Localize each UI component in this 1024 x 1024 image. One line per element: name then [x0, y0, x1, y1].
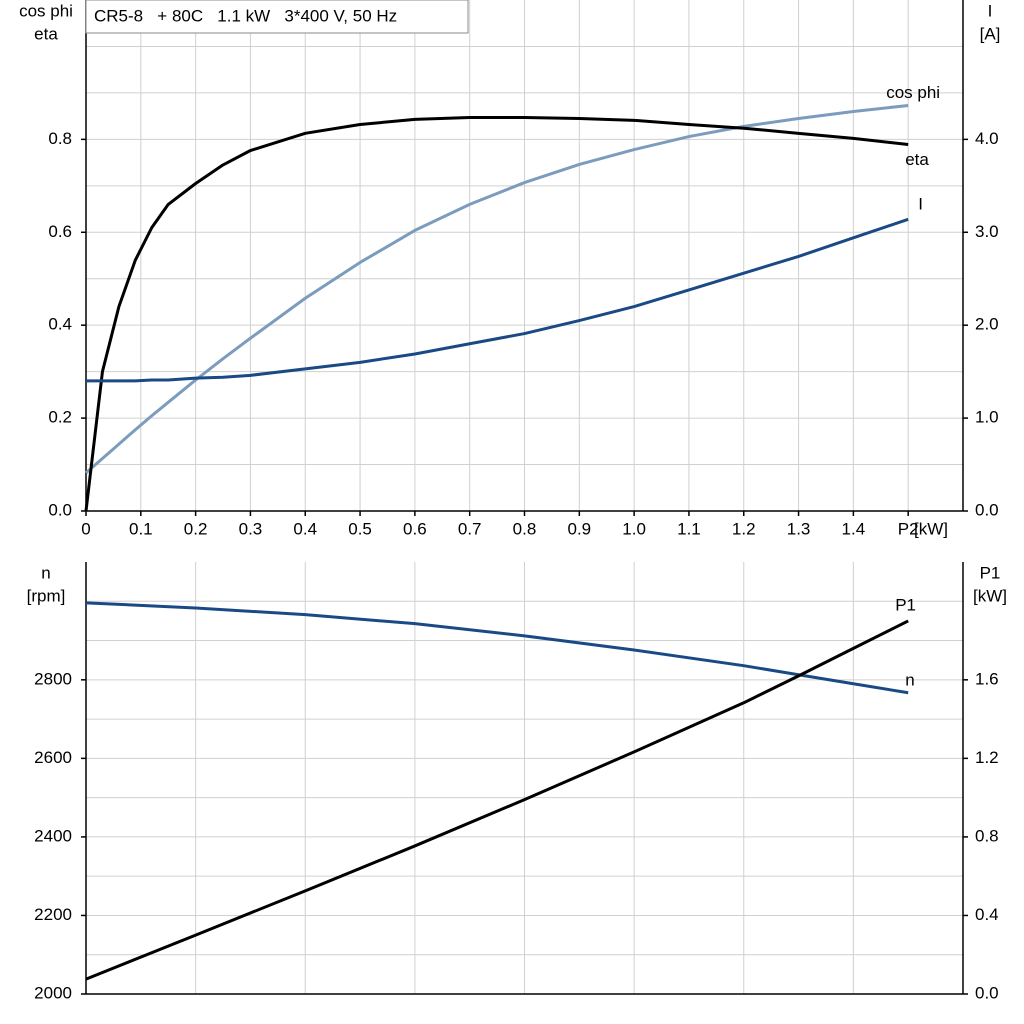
- x-tick-label: 0.2: [184, 519, 208, 538]
- x-tick-label: 0.8: [513, 519, 537, 538]
- y-tick-label: 2200: [34, 905, 72, 924]
- series-line: [84, 116, 909, 512]
- chart-title: CR5-8 + 80C 1.1 kW 3*400 V, 50 Hz: [94, 6, 397, 25]
- series-line: [85, 619, 909, 981]
- x-tick-label: 1.0: [622, 519, 646, 538]
- series-label: cos phi: [886, 83, 940, 102]
- y2-tick-label: 0.8: [975, 826, 999, 845]
- y-tick-label: 0.0: [48, 500, 72, 519]
- y-axis-label: cos phi: [19, 1, 73, 20]
- y2-axis-label: I: [988, 1, 993, 20]
- y-tick-label: 0.8: [48, 129, 72, 148]
- y2-tick-label: 1.0: [975, 408, 999, 427]
- series-label: n: [905, 670, 914, 689]
- x-tick-label: 0.4: [293, 519, 317, 538]
- y2-tick-label: 0.0: [975, 500, 999, 519]
- y-tick-label: 0.4: [48, 315, 72, 334]
- y-axis-label: n: [41, 563, 50, 582]
- x-axis-label: [kW]: [914, 519, 948, 538]
- series-label: I: [918, 195, 923, 214]
- x-tick-label: 1.4: [842, 519, 866, 538]
- x-tick-label: 1.1: [677, 519, 701, 538]
- y-axis-label: eta: [34, 24, 58, 43]
- x-tick-label: 1.2: [732, 519, 756, 538]
- y2-tick-label: 1.2: [975, 748, 999, 767]
- series-line: [85, 601, 909, 695]
- y2-tick-label: 4.0: [975, 129, 999, 148]
- y2-tick-label: 3.0: [975, 222, 999, 241]
- title-box: [85, 0, 469, 34]
- x-tick-label: 1.3: [787, 519, 811, 538]
- series-line: [85, 103, 909, 475]
- y2-tick-label: 1.6: [975, 669, 999, 688]
- y2-tick-label: 0.0: [975, 983, 999, 1002]
- y2-tick-label: 0.4: [975, 905, 999, 924]
- series-label: P1: [895, 595, 916, 614]
- y-tick-label: 2000: [34, 983, 72, 1002]
- y2-axis-label: P1: [980, 563, 1001, 582]
- y-axis-label: [rpm]: [27, 586, 66, 605]
- y2-axis-label: [A]: [980, 24, 1001, 43]
- x-tick-label: 0.1: [129, 519, 153, 538]
- x-tick-label: 0.9: [567, 519, 591, 538]
- x-tick-label: 0.7: [458, 519, 482, 538]
- x-tick-label: 0.3: [239, 519, 263, 538]
- y2-tick-label: 2.0: [975, 315, 999, 334]
- x-tick-label: 0: [81, 519, 90, 538]
- series-line: [86, 217, 909, 383]
- series-label: eta: [905, 150, 929, 169]
- y-tick-label: 0.2: [48, 408, 72, 427]
- y2-axis-label: [kW]: [973, 586, 1007, 605]
- x-tick-label: 0.5: [348, 519, 372, 538]
- x-tick-label: 0.6: [403, 519, 427, 538]
- y-tick-label: 0.6: [48, 222, 72, 241]
- y-tick-label: 2600: [34, 748, 72, 767]
- y-tick-label: 2400: [34, 826, 72, 845]
- y-tick-label: 2800: [34, 669, 72, 688]
- x-tick-label: P2: [898, 519, 919, 538]
